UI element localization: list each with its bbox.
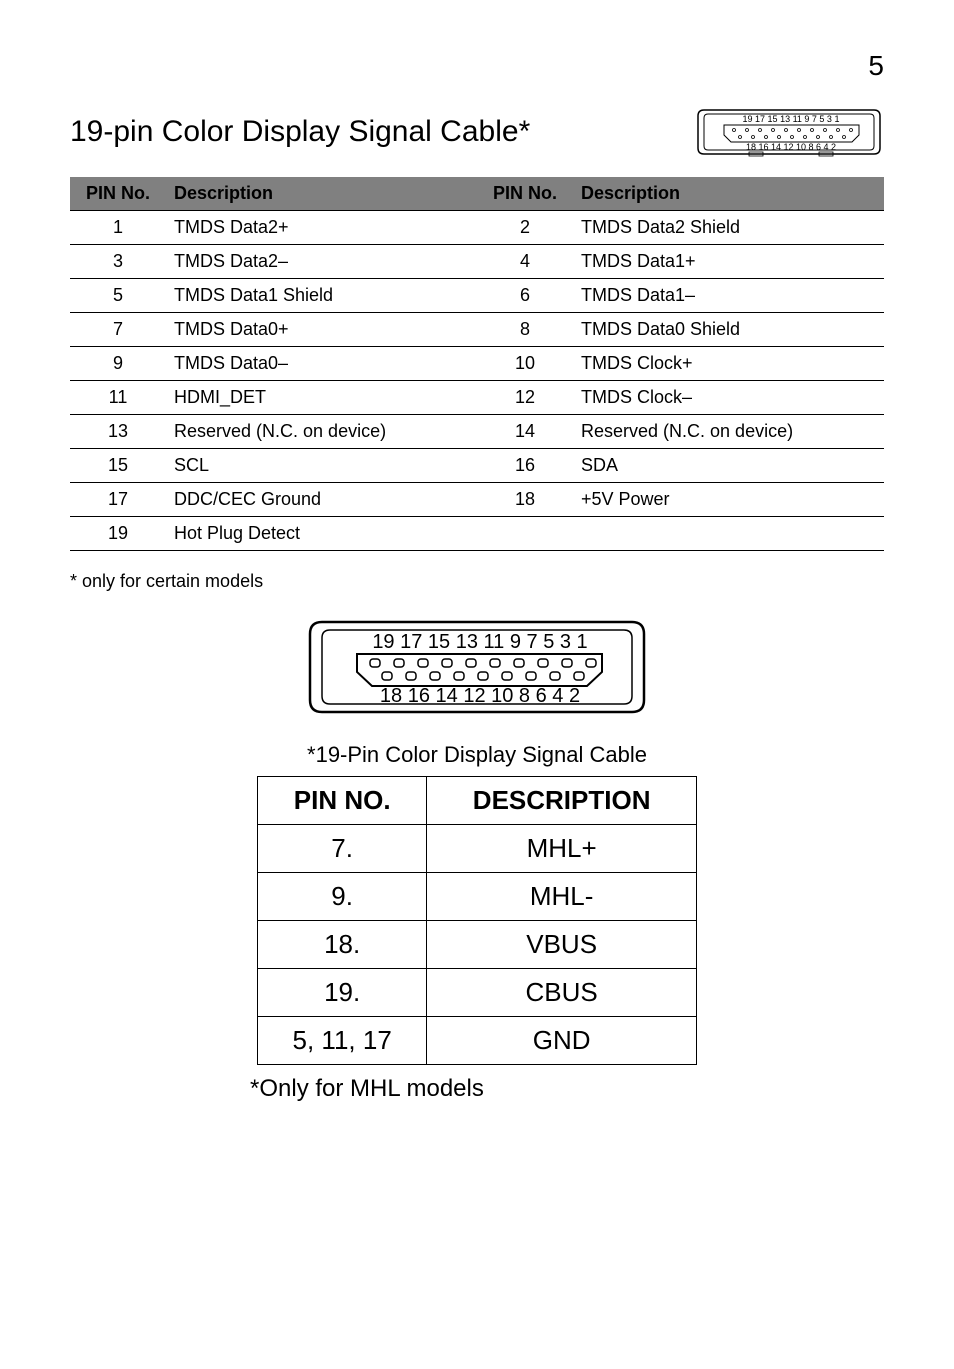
- table-row: 17DDC/CEC Ground18+5V Power: [70, 483, 884, 517]
- connector-large-top-labels: 19 17 15 13 11 9 7 5 3 1: [372, 631, 587, 653]
- table-cell: Reserved (N.C. on device): [166, 415, 477, 449]
- table-cell: 1: [70, 211, 166, 245]
- table-cell: 18.: [258, 921, 427, 969]
- mhl-table: PIN NO. DESCRIPTION 7.MHL+9.MHL-18.VBUS1…: [257, 776, 697, 1065]
- mhl-header: DESCRIPTION: [427, 777, 697, 825]
- pinout-header: Description: [573, 177, 884, 211]
- connector-diagram-small: 19 17 15 13 11 9 7 5 3 1 18 16 14 12 10 …: [694, 102, 884, 162]
- table-row: 18.VBUS: [258, 921, 697, 969]
- table-cell: TMDS Clock–: [573, 381, 884, 415]
- table-cell: 16: [477, 449, 573, 483]
- table-cell: CBUS: [427, 969, 697, 1017]
- table-cell: 11: [70, 381, 166, 415]
- table-cell: 7.: [258, 825, 427, 873]
- mhl-header: PIN NO.: [258, 777, 427, 825]
- table-row: 9.MHL-: [258, 873, 697, 921]
- table-cell: TMDS Data0–: [166, 347, 477, 381]
- table-cell: DDC/CEC Ground: [166, 483, 477, 517]
- table-cell: GND: [427, 1017, 697, 1065]
- connector-small-top-labels: 19 17 15 13 11 9 7 5 3 1: [743, 114, 840, 124]
- footnote-models: * only for certain models: [70, 571, 884, 592]
- table-cell: 9.: [258, 873, 427, 921]
- mhl-footnote: *Only for MHL models: [250, 1075, 884, 1103]
- table-cell: 19: [70, 517, 166, 551]
- table-cell: 4: [477, 245, 573, 279]
- connector-small-bottom-labels: 18 16 14 12 10 8 6 4 2: [746, 142, 836, 152]
- table-row: 3TMDS Data2–4TMDS Data1+: [70, 245, 884, 279]
- table-cell: 15: [70, 449, 166, 483]
- title-row: 19-pin Color Display Signal Cable* 19 17…: [70, 102, 884, 162]
- table-cell: TMDS Data2 Shield: [573, 211, 884, 245]
- table-row: 19.CBUS: [258, 969, 697, 1017]
- table-cell: 6: [477, 279, 573, 313]
- table-cell: TMDS Data1 Shield: [166, 279, 477, 313]
- table-cell: TMDS Data0+: [166, 313, 477, 347]
- table-row: 19Hot Plug Detect: [70, 517, 884, 551]
- table-row: 9TMDS Data0–10TMDS Clock+: [70, 347, 884, 381]
- table-cell: MHL+: [427, 825, 697, 873]
- table-cell: 9: [70, 347, 166, 381]
- table-cell: TMDS Data2+: [166, 211, 477, 245]
- pinout-header: PIN No.: [70, 177, 166, 211]
- table-row: 13Reserved (N.C. on device)14Reserved (N…: [70, 415, 884, 449]
- table-cell: TMDS Data0 Shield: [573, 313, 884, 347]
- mhl-header-row: PIN NO. DESCRIPTION: [258, 777, 697, 825]
- table-cell: TMDS Data1+: [573, 245, 884, 279]
- table-cell: Reserved (N.C. on device): [573, 415, 884, 449]
- pinout-header: PIN No.: [477, 177, 573, 211]
- table-row: 1TMDS Data2+2TMDS Data2 Shield: [70, 211, 884, 245]
- pinout-header: Description: [166, 177, 477, 211]
- table-row: 7.MHL+: [258, 825, 697, 873]
- pinout-header-row: PIN No. Description PIN No. Description: [70, 177, 884, 211]
- table-cell: HDMI_DET: [166, 381, 477, 415]
- table-cell: 14: [477, 415, 573, 449]
- table-row: 5TMDS Data1 Shield6TMDS Data1–: [70, 279, 884, 313]
- table-cell: 13: [70, 415, 166, 449]
- table-cell: 5, 11, 17: [258, 1017, 427, 1065]
- table-cell: Hot Plug Detect: [166, 517, 477, 551]
- connector-diagram-large: 19 17 15 13 11 9 7 5 3 1 18 16 14 12 10 …: [302, 612, 652, 722]
- table-row: 7TMDS Data0+8TMDS Data0 Shield: [70, 313, 884, 347]
- table-cell: 10: [477, 347, 573, 381]
- connector-large-bottom-labels: 18 16 14 12 10 8 6 4 2: [380, 685, 580, 707]
- table-cell: 17: [70, 483, 166, 517]
- table-cell: 7: [70, 313, 166, 347]
- table-cell: +5V Power: [573, 483, 884, 517]
- table-row: 11HDMI_DET12TMDS Clock–: [70, 381, 884, 415]
- mhl-caption: *19-Pin Color Display Signal Cable: [70, 742, 884, 768]
- table-cell: 19.: [258, 969, 427, 1017]
- table-cell: 2: [477, 211, 573, 245]
- table-cell: 8: [477, 313, 573, 347]
- pinout-table: PIN No. Description PIN No. Description …: [70, 177, 884, 551]
- table-row: 5, 11, 17GND: [258, 1017, 697, 1065]
- table-cell: 12: [477, 381, 573, 415]
- table-cell: 18: [477, 483, 573, 517]
- page-number: 5: [70, 50, 884, 82]
- table-row: 15SCL16SDA: [70, 449, 884, 483]
- table-cell: [573, 517, 884, 551]
- table-cell: MHL-: [427, 873, 697, 921]
- table-cell: VBUS: [427, 921, 697, 969]
- table-cell: [477, 517, 573, 551]
- table-cell: TMDS Clock+: [573, 347, 884, 381]
- table-cell: SCL: [166, 449, 477, 483]
- table-cell: 3: [70, 245, 166, 279]
- table-cell: SDA: [573, 449, 884, 483]
- section-title: 19-pin Color Display Signal Cable*: [70, 115, 530, 149]
- table-cell: 5: [70, 279, 166, 313]
- table-cell: TMDS Data2–: [166, 245, 477, 279]
- table-cell: TMDS Data1–: [573, 279, 884, 313]
